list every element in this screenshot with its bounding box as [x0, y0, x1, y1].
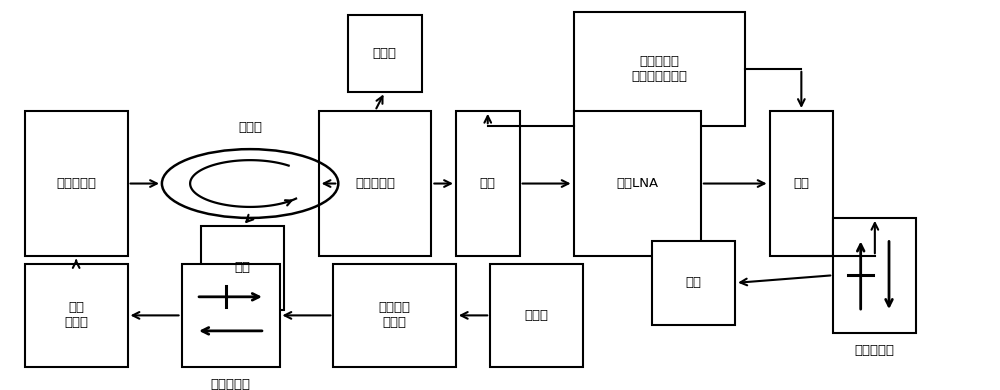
Bar — [25, 111, 128, 256]
Text: 信号源: 信号源 — [525, 309, 549, 322]
Text: 第一隔离器: 第一隔离器 — [210, 378, 250, 390]
Bar — [574, 111, 701, 256]
Text: 噪声分析仪
矢量网络分析仪: 噪声分析仪 矢量网络分析仪 — [631, 55, 687, 83]
Text: 第二隔离器: 第二隔离器 — [855, 344, 895, 357]
Bar — [333, 264, 456, 367]
Bar — [652, 241, 735, 325]
Bar — [833, 218, 916, 333]
Text: 环形器: 环形器 — [238, 121, 262, 134]
Bar — [490, 264, 583, 367]
Text: 开关: 开关 — [480, 177, 496, 190]
Text: 负载: 负载 — [686, 277, 702, 289]
Text: 可调衰减器: 可调衰减器 — [56, 177, 96, 190]
Bar — [574, 12, 745, 126]
Text: 负载: 负载 — [235, 261, 251, 274]
Bar — [201, 225, 284, 310]
Bar — [182, 264, 280, 367]
Bar — [348, 15, 422, 92]
Text: 定向耦合器: 定向耦合器 — [355, 177, 395, 190]
Bar — [770, 111, 833, 256]
Text: 功率
放大器: 功率 放大器 — [64, 301, 88, 330]
Text: 脉冲信号
发生器: 脉冲信号 发生器 — [379, 301, 411, 330]
Text: 功率计: 功率计 — [373, 47, 397, 60]
Text: 开关: 开关 — [793, 177, 809, 190]
Text: 待测LNA: 待测LNA — [616, 177, 658, 190]
Bar — [25, 264, 128, 367]
Bar — [319, 111, 431, 256]
Bar — [456, 111, 520, 256]
